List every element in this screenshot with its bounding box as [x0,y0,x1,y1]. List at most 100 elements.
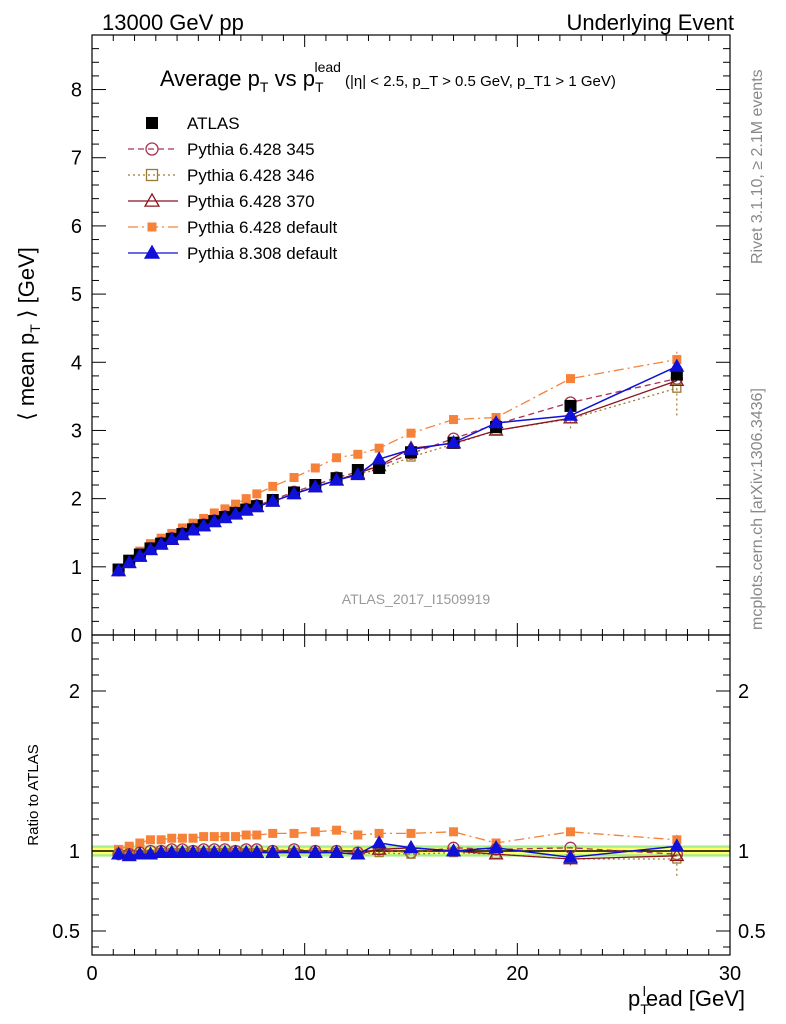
ratio-data-point [371,841,387,855]
data-point [249,499,265,513]
data-point [307,479,323,493]
data-point [672,383,682,393]
ratio-y-tick-label-right: 0.5 [738,921,766,943]
data-point [446,434,462,449]
ratio-data-point [488,846,504,860]
main-y-axis-label: ⟨ mean pT ⟩ [GeV] [14,247,43,421]
data-point [132,548,148,562]
ratio-y-axis-label: Ratio to ATLAS [25,744,42,845]
series-line-pythia-6-428-345 [118,377,677,571]
ratio-data-point [371,835,387,849]
data-point [350,466,366,481]
ratio-data-point [265,844,281,858]
series-pythia-6-428-370 [111,372,685,577]
ratio-data-point [145,835,155,845]
ratio-data-point [231,832,241,842]
ratio-data-point [268,828,278,838]
x-tick-label: 0 [86,963,97,985]
data-point [374,443,384,453]
data-point [329,472,345,486]
legend-item-pythia-8-308-default: Pythia 8.308 default [128,244,338,263]
ratio-plot-area [111,825,685,876]
data-point [121,554,137,569]
ratio-data-point [374,847,384,858]
ratio-data-point [672,854,682,864]
series-line-pythia-6-428-default [118,358,677,570]
legend-item-pythia-6-428-346: Pythia 6.428 346 [128,166,315,185]
ratio-data-point [310,827,320,837]
ratio-data-point [307,844,323,858]
series-line-pythia-8-308-default [118,365,678,572]
ratio-y-tick-label-right: 1 [738,841,749,863]
legend-label: Pythia 8.308 default [187,244,338,263]
ratio-data-point [488,840,504,854]
y-tick-label: 4 [71,352,82,374]
ratio-data-point [669,848,685,862]
ratio-data-point [156,835,166,845]
y-tick-label: 2 [71,489,82,511]
y-tick-label: 6 [71,216,82,238]
ratio-data-point [185,844,201,858]
legend-label: ATLAS [187,114,240,133]
legend-marker [143,244,161,259]
data-point [566,374,575,384]
header-right-label: Underlying Event [566,10,734,35]
data-point [252,489,262,499]
ratio-data-point [135,838,145,848]
ratio-data-point [353,830,363,840]
ratio-data-point [446,843,462,857]
ratio-data-point [238,844,254,858]
ratio-data-point [174,844,190,858]
ratio-data-point [111,846,127,860]
ratio-data-point [566,827,575,837]
data-point [371,451,387,465]
data-point [111,563,127,577]
ratio-data-point [199,832,209,842]
legend-item-atlas: ATLAS [146,114,240,133]
ratio-y-tick-label: 1 [69,841,80,863]
data-point [563,407,578,421]
legend-marker [147,222,157,232]
data-point [310,463,320,473]
mcplots-label: mcplots.cern.ch [arXiv:1306.3436] [749,388,766,630]
series-pythia-6-428-346 [113,360,682,576]
data-point [286,486,302,500]
main-plot-area [111,351,685,577]
chart-title: Average pT vs pTlead(|η| < 2.5, p_T > 0.… [160,59,616,95]
series-line-pythia-6-428-346 [118,387,677,572]
ratio-data-point [403,840,419,854]
x-tick-label: 30 [719,963,741,985]
legend-item-pythia-6-428-370: Pythia 6.428 370 [128,192,315,211]
ratio-data-point [350,846,366,860]
ratio-data-point [196,844,212,858]
data-point [228,506,244,520]
data-point [185,522,201,536]
y-tick-label: 7 [71,148,82,170]
y-tick-label: 5 [71,284,82,306]
x-tick-label: 10 [294,963,316,985]
ratio-data-point [177,833,187,843]
data-point [153,536,169,550]
ratio-data-point [249,844,265,858]
legend: ATLAS Pythia 6.428 345 Pythia 6.428 346 Pyt… [128,114,338,263]
data-point [265,493,281,507]
data-point [406,428,416,438]
ratio-y-tick-label-right: 2 [738,681,749,703]
ratio-y-tick-label: 0.5 [52,921,80,943]
legend-marker [145,142,159,156]
y-tick-label: 0 [71,625,82,647]
y-tick-label: 8 [71,80,82,102]
ratio-data-point [206,844,222,858]
legend-label: Pythia 6.428 346 [187,166,315,185]
series-atlas [112,368,683,576]
axes: 0 10 20 30 0 1 2 3 4 5 6 7 8 0.5 0.5 1 1 2 2 [52,34,766,985]
ratio-data-point [329,844,345,858]
series-pythia-8-308-default [111,358,685,577]
ratio-data-point [121,848,137,862]
data-point [289,473,299,482]
legend-marker [146,117,158,129]
data-point [488,415,504,429]
ratio-data-point [228,844,244,858]
ratio-data-point [167,833,177,843]
